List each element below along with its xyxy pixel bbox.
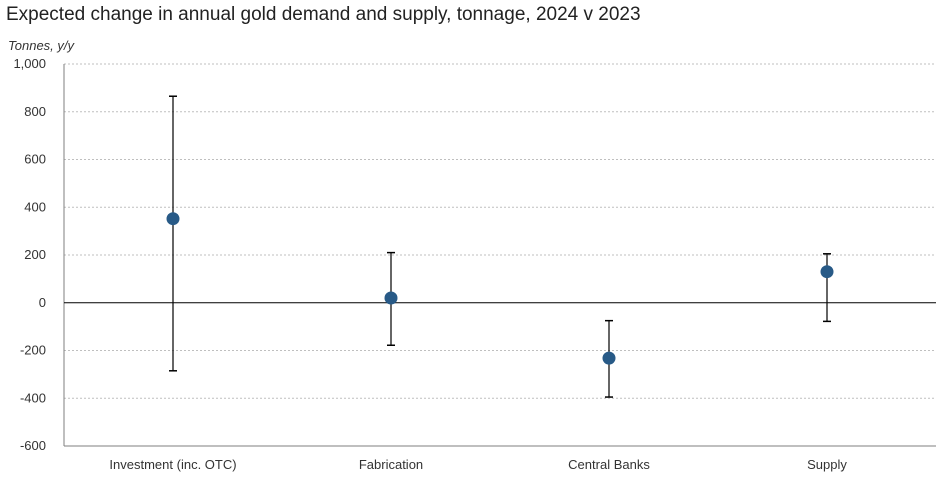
y-tick-label: -600 [20, 438, 46, 453]
y-tick-label: -400 [20, 390, 46, 405]
x-tick-label: Fabrication [359, 457, 423, 472]
axes [63, 64, 936, 447]
x-tick-label: Central Banks [568, 457, 650, 472]
error-bars [169, 95, 831, 398]
y-tick-label: 1,000 [13, 56, 46, 71]
grid-lines [64, 63, 936, 399]
chart-title: Expected change in annual gold demand an… [6, 4, 641, 25]
y-tick-labels: 1,000 800 600 400 200 0 -200 -400 -600 [13, 56, 46, 453]
error-bar [823, 253, 831, 323]
error-bar [169, 95, 177, 372]
data-point [820, 265, 834, 279]
data-point [166, 212, 180, 226]
y-axis-label: Tonnes, y/y [8, 38, 75, 53]
y-tick-label: 200 [24, 247, 46, 262]
y-tick-label: 400 [24, 199, 46, 214]
y-tick-label: 600 [24, 152, 46, 167]
data-point [602, 351, 616, 365]
x-tick-label: Supply [807, 457, 847, 472]
y-tick-label: -200 [20, 343, 46, 358]
x-tick-labels: Investment (inc. OTC) Fabrication Central … [109, 457, 847, 472]
y-tick-label: 0 [39, 295, 46, 310]
x-tick-label: Investment (inc. OTC) [109, 457, 236, 472]
data-points [166, 212, 834, 365]
y-tick-label: 800 [24, 104, 46, 119]
data-point [384, 291, 398, 305]
